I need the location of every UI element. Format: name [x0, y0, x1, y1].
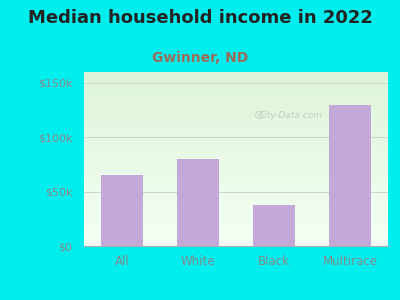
Bar [253, 205, 295, 246]
Text: City-Data.com: City-Data.com [259, 111, 323, 120]
Bar [329, 105, 371, 246]
Bar [177, 159, 219, 246]
Text: Median household income in 2022: Median household income in 2022 [28, 9, 372, 27]
Bar [101, 175, 143, 246]
Text: ⊙: ⊙ [254, 109, 264, 122]
Text: Gwinner, ND: Gwinner, ND [152, 51, 248, 65]
